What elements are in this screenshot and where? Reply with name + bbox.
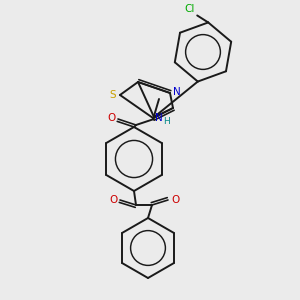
Text: O: O (109, 195, 117, 205)
Text: O: O (107, 113, 115, 123)
Text: Cl: Cl (184, 4, 194, 14)
Text: O: O (171, 195, 179, 205)
Text: H: H (163, 116, 170, 125)
Text: N: N (173, 87, 181, 97)
Text: S: S (110, 90, 116, 100)
Text: N: N (155, 113, 163, 123)
